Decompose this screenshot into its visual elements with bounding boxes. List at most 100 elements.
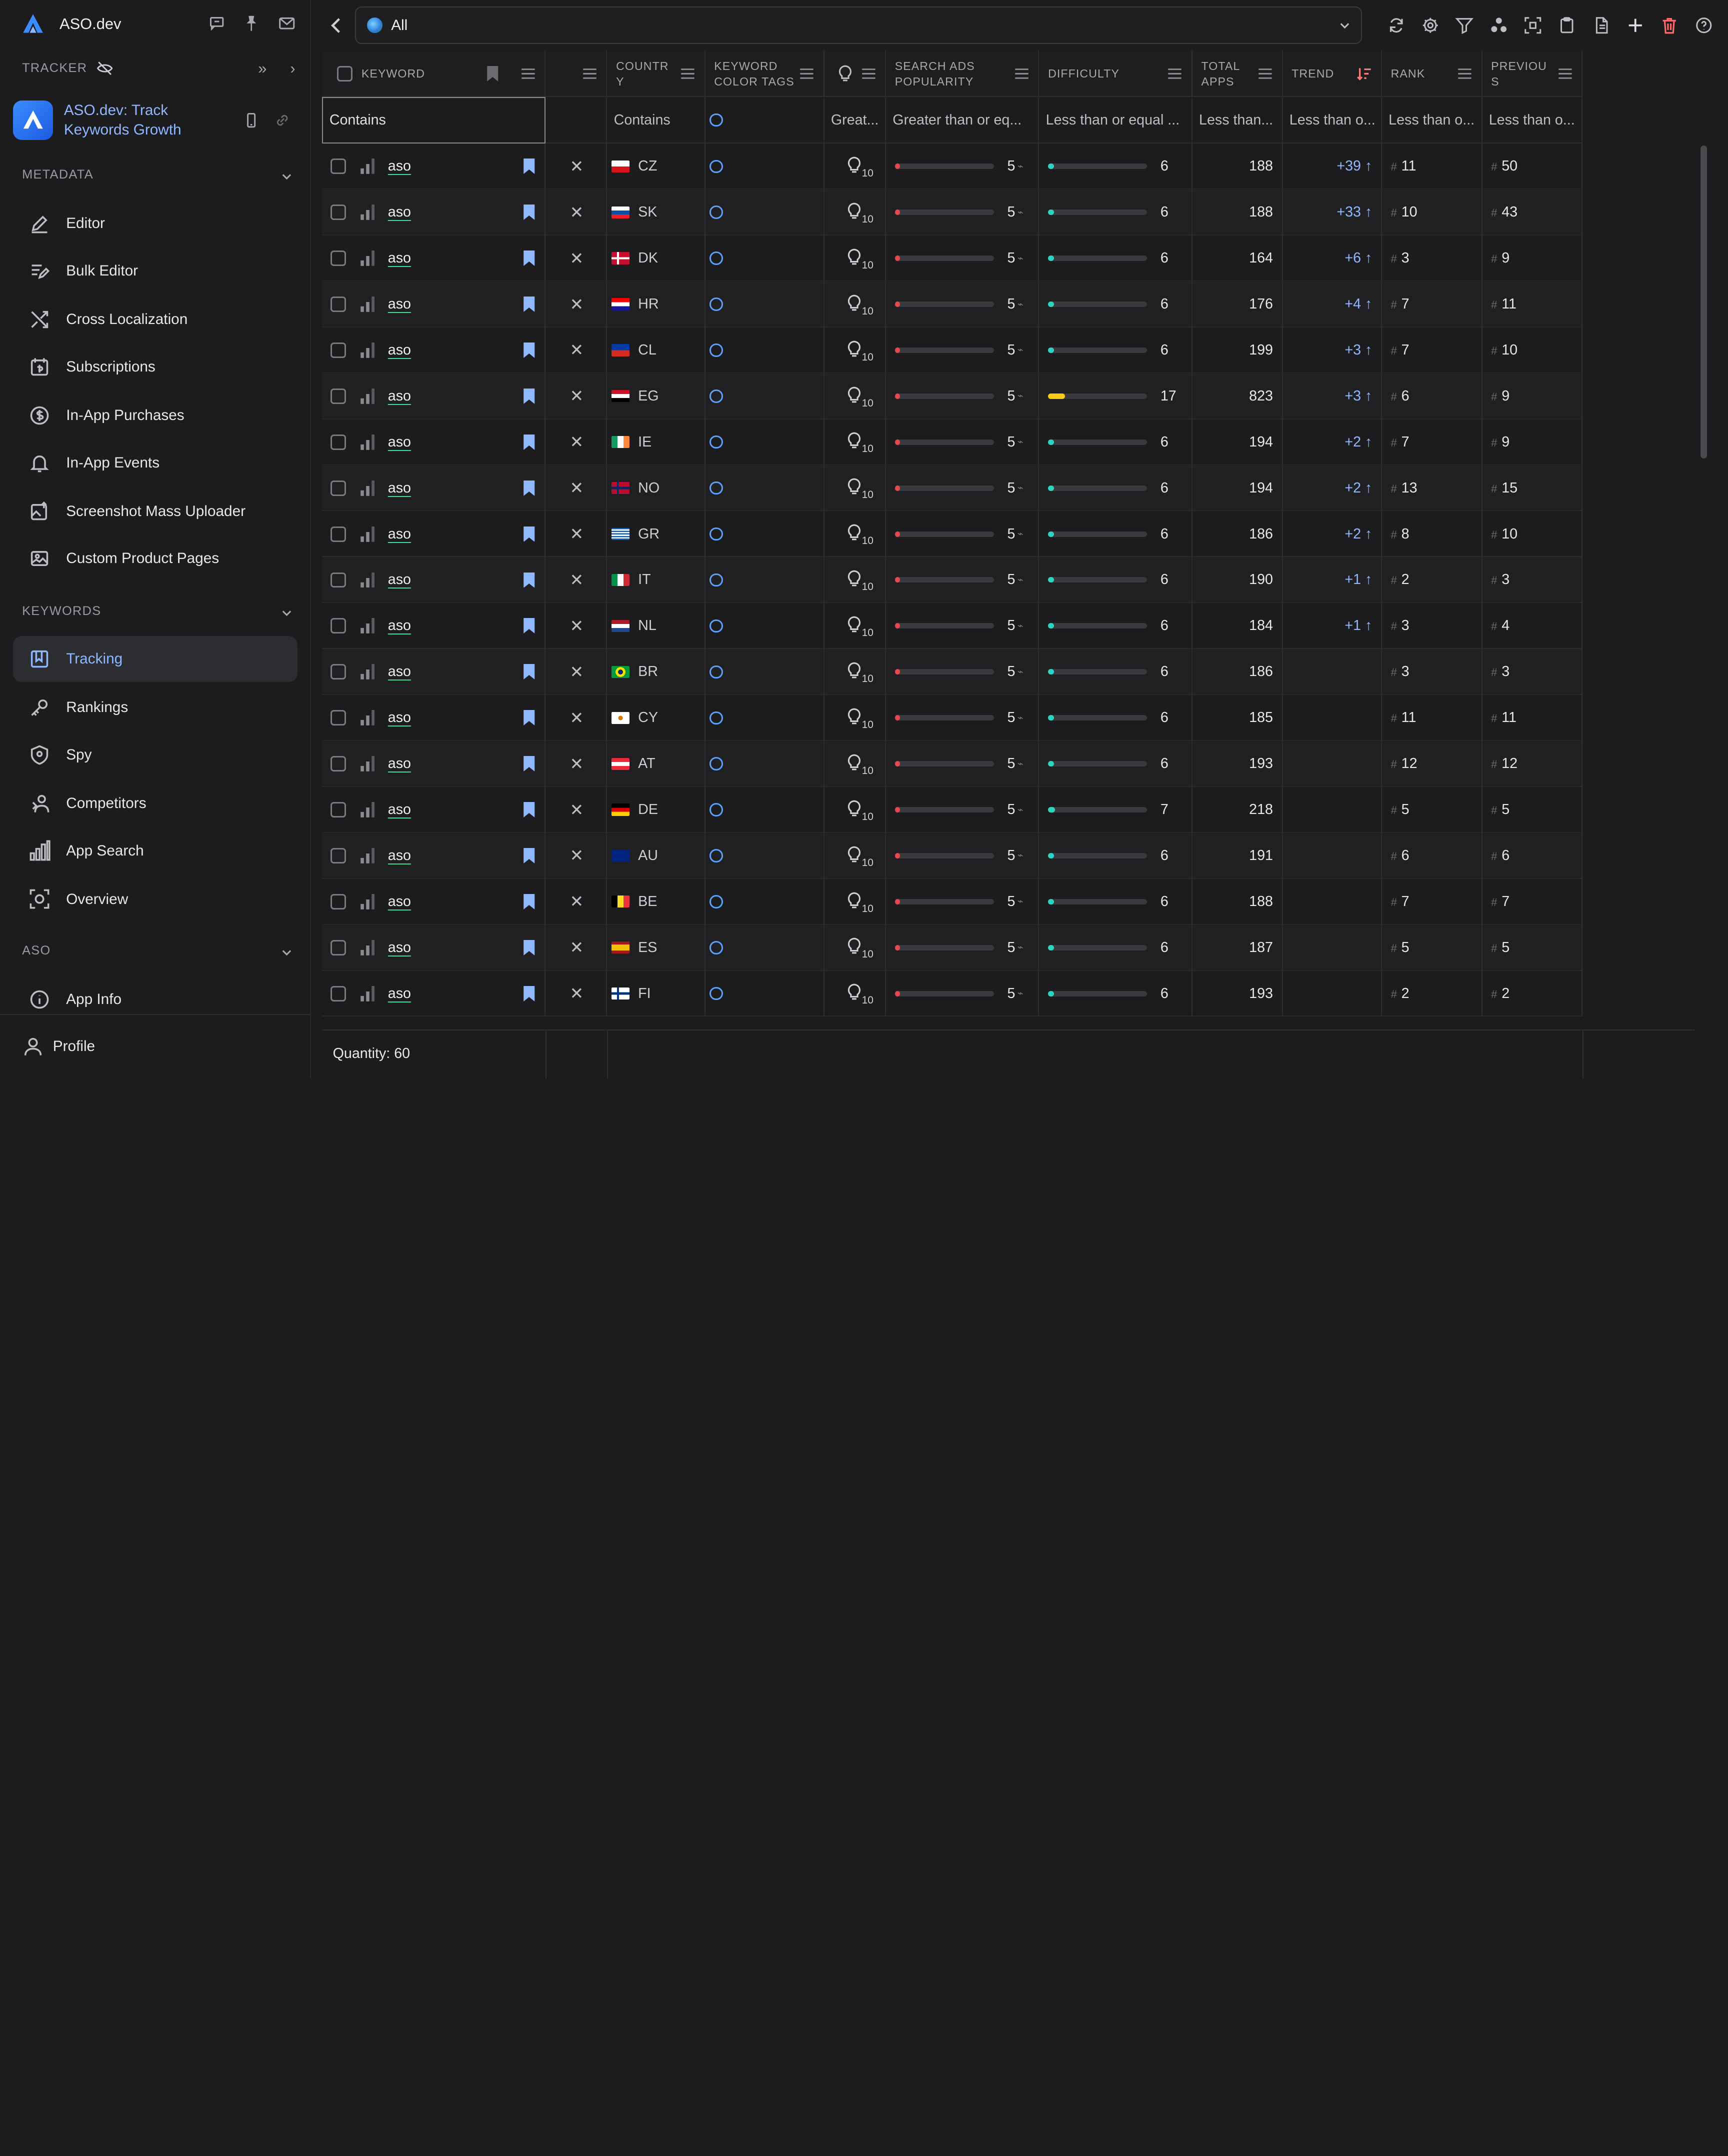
table-row[interactable]: aso ✕ FI 10 5 ⌁ 6 193 #2: [322, 970, 1583, 1017]
color-tag-cell[interactable]: [706, 602, 824, 650]
bookmark-icon[interactable]: [522, 250, 536, 266]
eye-off-icon[interactable]: [96, 60, 114, 77]
remove-icon[interactable]: ✕: [570, 387, 584, 406]
table-row[interactable]: aso ✕ SK 10 5 ⌁ 6 188 +33 ↑: [322, 189, 1583, 236]
keyword-link[interactable]: aso: [388, 802, 411, 818]
row-checkbox[interactable]: [330, 158, 346, 174]
selected-app[interactable]: ASO.dev: Track Keywords Growth: [13, 97, 298, 144]
color-tag-cell[interactable]: [706, 878, 824, 925]
nav-app-info[interactable]: App Info: [13, 976, 298, 1012]
row-checkbox[interactable]: [330, 250, 346, 266]
bookmark-icon[interactable]: [522, 940, 536, 956]
table-row[interactable]: aso ✕ CL 10 5 ⌁ 6 199 +3 ↑ #: [322, 327, 1583, 374]
keyword-link[interactable]: aso: [388, 526, 411, 542]
circle-icon[interactable]: [710, 986, 723, 1000]
profile[interactable]: Profile: [0, 1014, 311, 1078]
table-row[interactable]: aso ✕ ES 10 5 ⌁ 6 187 #5: [322, 924, 1583, 971]
color-tag-cell[interactable]: [706, 970, 824, 1017]
circle-icon[interactable]: [710, 941, 723, 954]
row-checkbox[interactable]: [330, 894, 346, 910]
bookmark-icon[interactable]: [522, 342, 536, 358]
remove-icon[interactable]: ✕: [570, 708, 584, 728]
color-tag-cell[interactable]: [706, 373, 824, 420]
circle-icon[interactable]: [710, 206, 723, 219]
col-total-apps-header[interactable]: TOTAL APPS: [1192, 50, 1283, 97]
keyword-link[interactable]: aso: [388, 572, 411, 588]
col-previous-header[interactable]: PREVIOU S: [1482, 50, 1583, 97]
circle-icon[interactable]: [710, 803, 723, 816]
color-tag-filter[interactable]: [706, 96, 824, 144]
row-checkbox[interactable]: [330, 710, 346, 726]
collapse-double-icon[interactable]: »: [258, 59, 267, 77]
col-color-tags-header[interactable]: KEYWORD COLOR TAGS: [706, 50, 824, 97]
column-menu-icon[interactable]: [1014, 66, 1030, 82]
keyword-link[interactable]: aso: [388, 158, 411, 174]
nav-rankings[interactable]: Rankings: [13, 684, 298, 731]
table-row[interactable]: aso ✕ DK 10 5 ⌁ 6 164 +6 ↑ #: [322, 235, 1583, 282]
table-row[interactable]: aso ✕ IE 10 5 ⌁ 6 194 +2 ↑ #: [322, 418, 1583, 466]
keyword-link[interactable]: aso: [388, 618, 411, 634]
table-row[interactable]: aso ✕ AT 10 5 ⌁ 6 193 #12: [322, 740, 1583, 787]
nav-custom-product-pages[interactable]: Custom Product Pages: [13, 536, 298, 582]
bulb-filter-input[interactable]: Great...: [824, 96, 886, 144]
remove-icon[interactable]: ✕: [570, 754, 584, 774]
nav-spy[interactable]: Spy: [13, 732, 298, 778]
bookmark-icon[interactable]: [522, 480, 536, 496]
chevron-left-icon[interactable]: [326, 14, 348, 36]
prev-filter-input[interactable]: Less than o...: [1482, 96, 1583, 144]
circle-icon[interactable]: [710, 619, 723, 633]
chevron-down-icon[interactable]: [279, 605, 294, 620]
keyword-link[interactable]: aso: [388, 480, 411, 496]
remove-icon[interactable]: ✕: [570, 800, 584, 820]
table-row[interactable]: aso ✕ EG 10 5 ⌁ 17 823 +3 ↑: [322, 373, 1583, 420]
bookmark-icon[interactable]: [522, 756, 536, 772]
row-checkbox[interactable]: [330, 756, 346, 772]
country-filter-input[interactable]: Contains: [607, 96, 706, 144]
row-checkbox[interactable]: [330, 526, 346, 542]
column-menu-icon[interactable]: [680, 66, 696, 82]
nav-screenshot-mass-uploader[interactable]: Screenshot Mass Uploader: [13, 488, 298, 534]
bookmark-icon[interactable]: [486, 66, 499, 82]
remove-icon[interactable]: ✕: [570, 525, 584, 544]
circle-icon[interactable]: [710, 757, 723, 770]
remove-icon[interactable]: ✕: [570, 662, 584, 682]
table-row[interactable]: aso ✕ NO 10 5 ⌁ 6 194 +2 ↑ #: [322, 464, 1583, 512]
keyword-link[interactable]: aso: [388, 710, 411, 726]
trash-icon[interactable]: [1658, 13, 1682, 37]
column-menu-icon[interactable]: [861, 66, 876, 82]
sort-desc-icon[interactable]: [1356, 66, 1372, 82]
color-tag-cell[interactable]: [706, 281, 824, 328]
mail-icon[interactable]: [274, 11, 298, 35]
table-row[interactable]: aso ✕ CY 10 5 ⌁ 6 185 #11: [322, 694, 1583, 741]
apps-filter-input[interactable]: Less than...: [1192, 96, 1283, 144]
help-icon[interactable]: [1692, 13, 1716, 37]
row-checkbox[interactable]: [330, 618, 346, 634]
bookmark-icon[interactable]: [522, 802, 536, 818]
column-menu-icon[interactable]: [520, 66, 536, 82]
document-icon[interactable]: [1589, 13, 1613, 37]
row-checkbox[interactable]: [330, 572, 346, 588]
circle-icon[interactable]: [710, 711, 723, 724]
color-tag-cell[interactable]: [706, 786, 824, 833]
col-popularity-header[interactable]: SEARCH ADS POPULARITY: [886, 50, 1040, 97]
remove-icon[interactable]: ✕: [570, 295, 584, 314]
row-checkbox[interactable]: [330, 388, 346, 404]
color-tag-cell[interactable]: [706, 694, 824, 741]
bookmark-icon[interactable]: [522, 204, 536, 220]
keyword-link[interactable]: aso: [388, 388, 411, 404]
keyword-link[interactable]: aso: [388, 939, 411, 956]
bookmark-icon[interactable]: [522, 572, 536, 588]
row-checkbox[interactable]: [330, 986, 346, 1002]
color-tag-cell[interactable]: [706, 924, 824, 971]
color-tag-cell[interactable]: [706, 740, 824, 787]
keyword-link[interactable]: aso: [388, 664, 411, 680]
bookmark-icon[interactable]: [522, 526, 536, 542]
table-row[interactable]: aso ✕ CZ 10 5 ⌁ 6 188 +39 ↑: [322, 143, 1583, 190]
color-tag-cell[interactable]: [706, 143, 824, 190]
bookmark-icon[interactable]: [522, 710, 536, 726]
table-row[interactable]: aso ✕ BR 10 5 ⌁ 6 186 #3: [322, 648, 1583, 696]
table-row[interactable]: aso ✕ HR 10 5 ⌁ 6 176 +4 ↑ #: [322, 281, 1583, 328]
circle-icon[interactable]: [710, 436, 723, 449]
row-checkbox[interactable]: [330, 204, 346, 220]
keyword-link[interactable]: aso: [388, 296, 411, 312]
